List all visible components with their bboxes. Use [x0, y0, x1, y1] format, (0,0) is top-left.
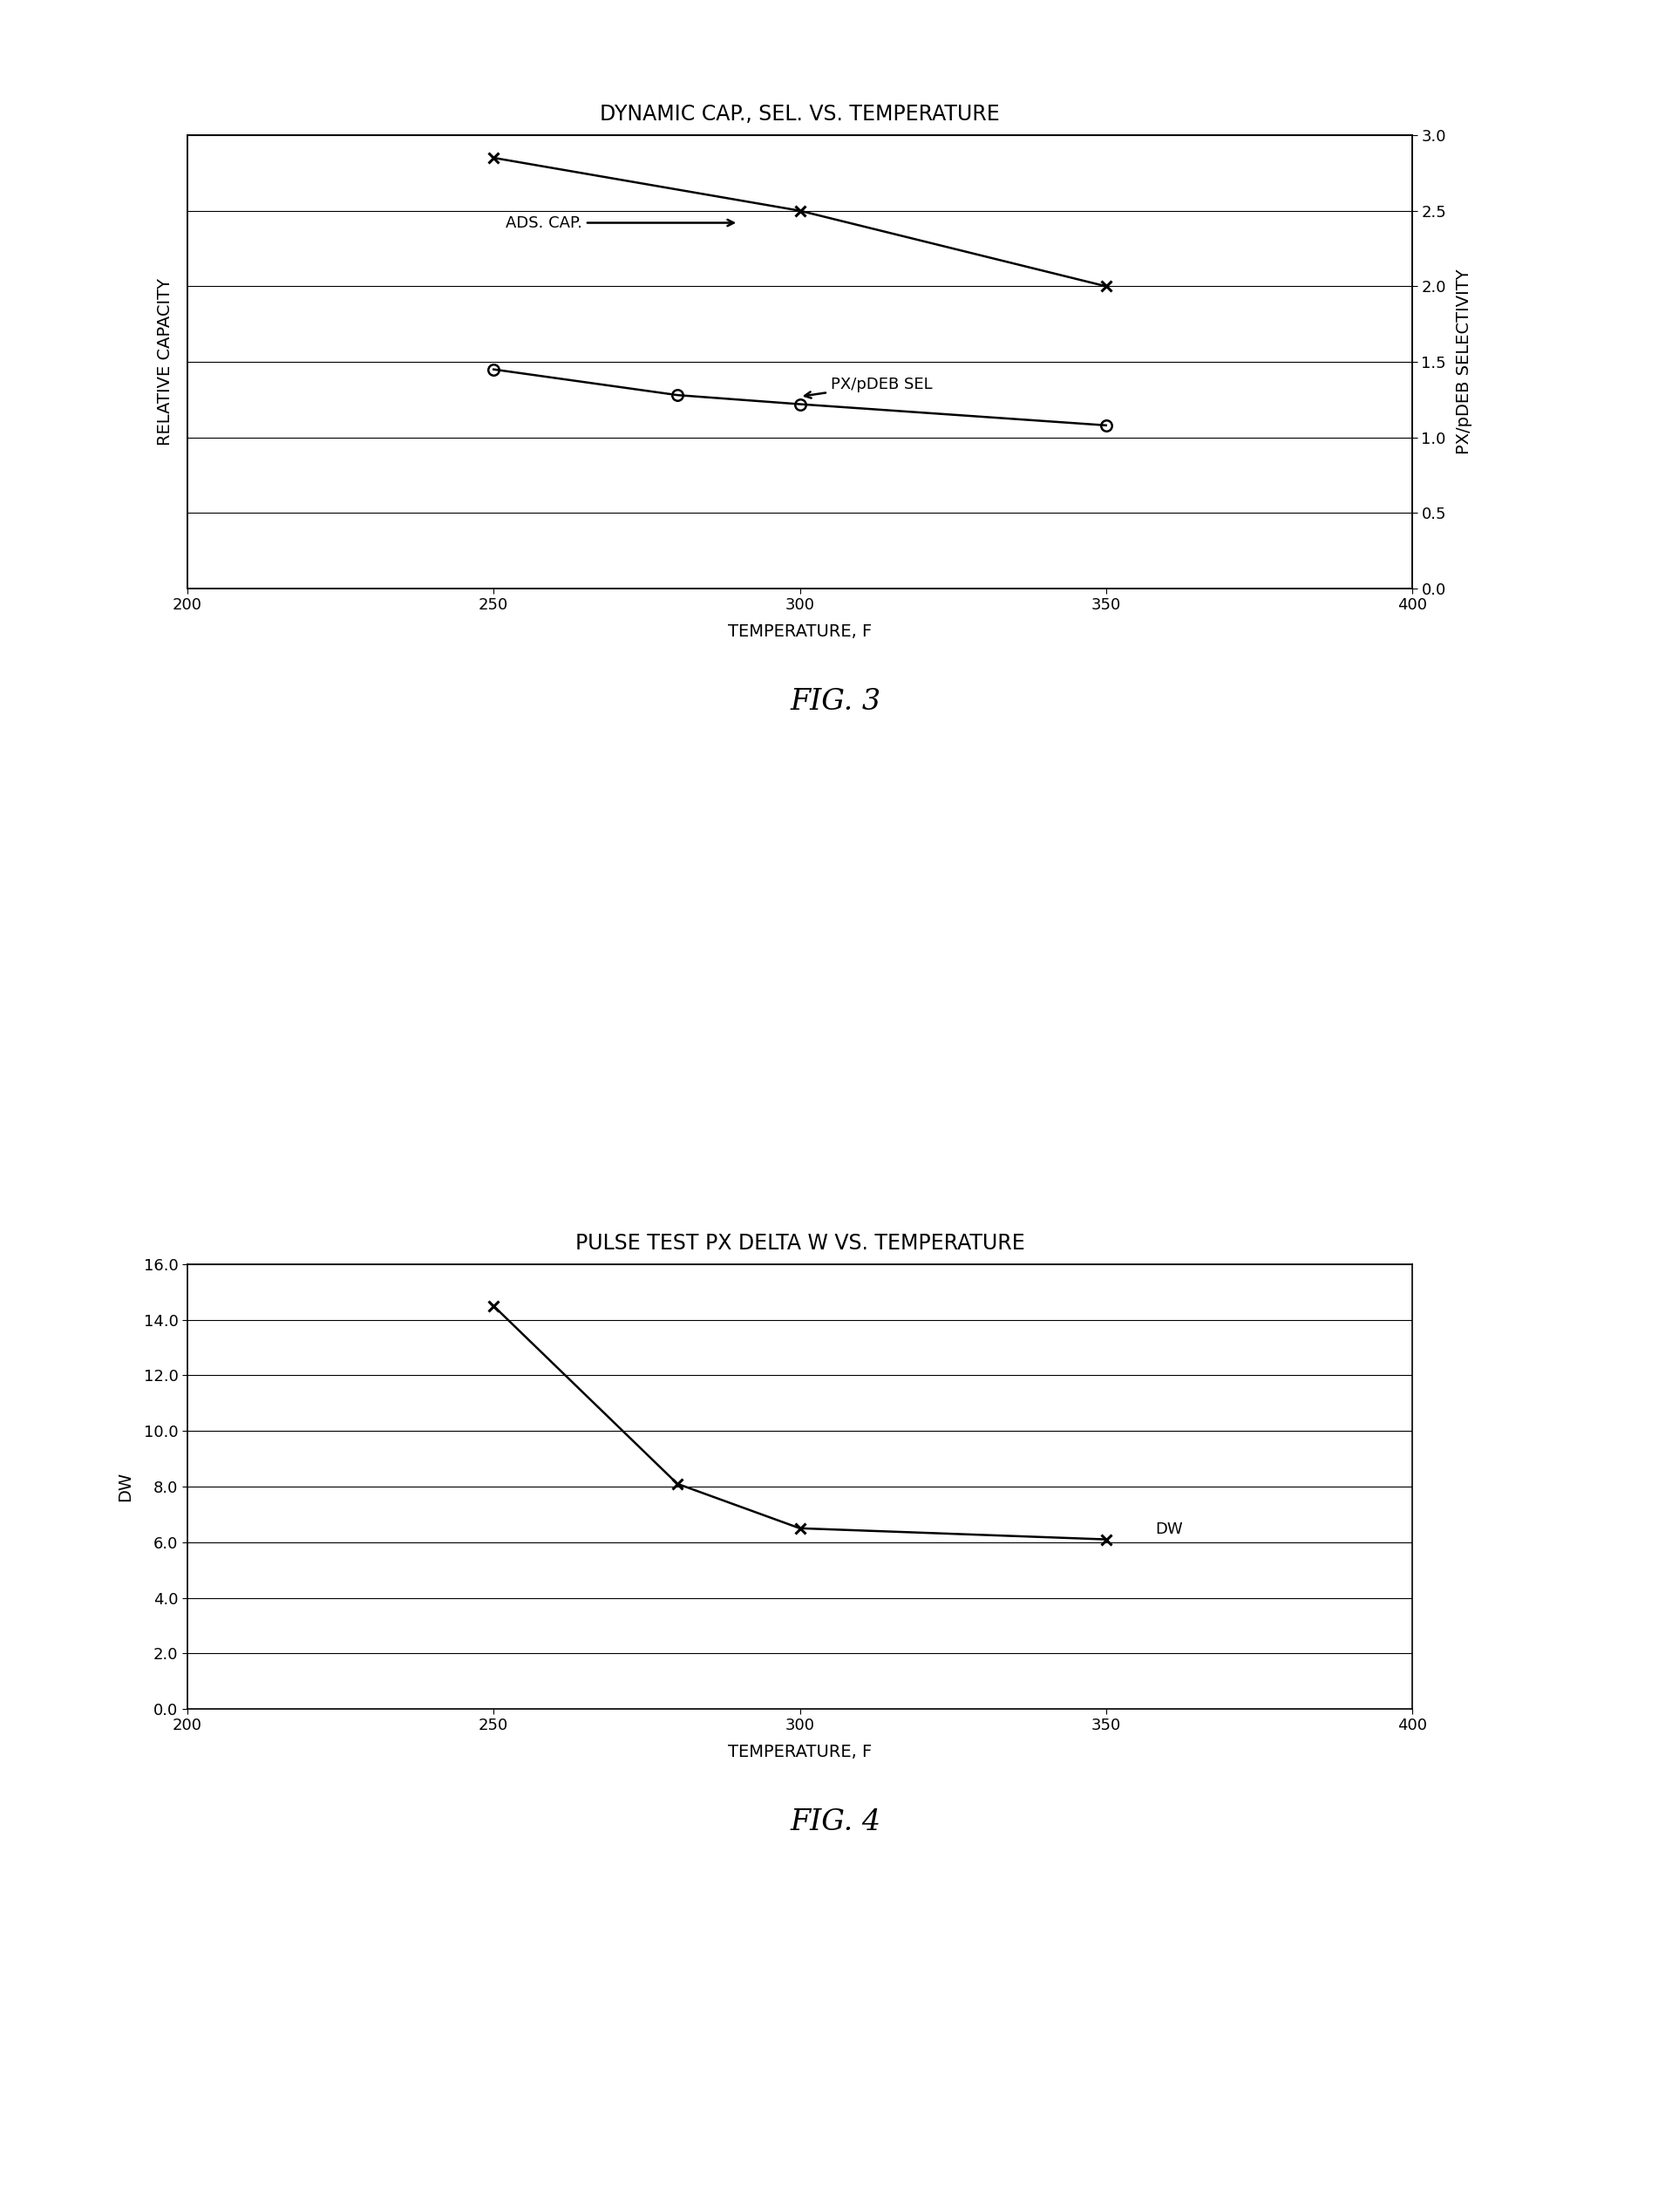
Y-axis label: PX/pDEB SELECTIVITY: PX/pDEB SELECTIVITY [1456, 270, 1473, 453]
Text: FIG. 3: FIG. 3 [791, 688, 881, 717]
Title: PULSE TEST PX DELTA W VS. TEMPERATURE: PULSE TEST PX DELTA W VS. TEMPERATURE [575, 1232, 1025, 1254]
Y-axis label: RELATIVE CAPACITY: RELATIVE CAPACITY [157, 279, 174, 445]
Title: DYNAMIC CAP., SEL. VS. TEMPERATURE: DYNAMIC CAP., SEL. VS. TEMPERATURE [600, 104, 1000, 124]
X-axis label: TEMPERATURE, F: TEMPERATURE, F [727, 624, 871, 639]
Y-axis label: DW: DW [117, 1471, 134, 1502]
Text: DW: DW [1155, 1522, 1182, 1537]
Text: ADS. CAP.: ADS. CAP. [507, 215, 734, 230]
Text: FIG. 4: FIG. 4 [791, 1809, 881, 1836]
X-axis label: TEMPERATURE, F: TEMPERATURE, F [727, 1743, 871, 1761]
Text: PX/pDEB SEL: PX/pDEB SEL [804, 376, 931, 398]
